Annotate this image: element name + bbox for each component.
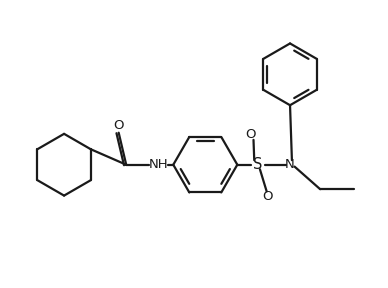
Text: NH: NH xyxy=(149,158,168,171)
Text: S: S xyxy=(253,157,263,172)
Text: O: O xyxy=(113,120,124,132)
Text: O: O xyxy=(245,128,256,141)
Text: O: O xyxy=(262,190,273,203)
Text: N: N xyxy=(285,158,295,171)
